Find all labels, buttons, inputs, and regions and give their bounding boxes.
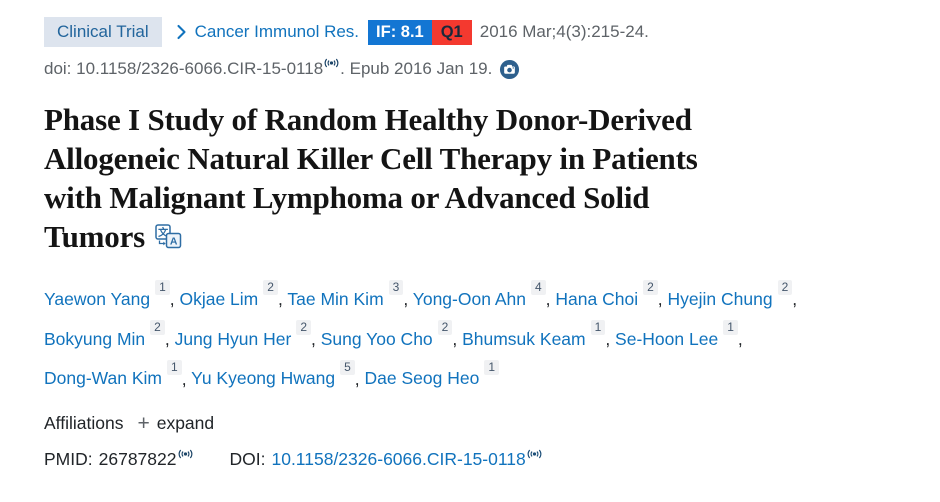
author[interactable]: Sung Yoo Cho2 (320, 319, 453, 349)
article-title: Phase I Study of Random Healthy Donor-De… (44, 100, 896, 256)
author-affiliation-number: 1 (723, 319, 738, 335)
article-page: Clinical Trial Cancer Immunol Res. IF: 8… (44, 17, 896, 470)
author-link[interactable]: Bokyung Min (44, 328, 146, 349)
impact-factor-badge: IF: 8.1 (368, 19, 432, 45)
plus-icon: + (137, 412, 150, 436)
author-affiliation-number: 2 (437, 319, 453, 335)
author-link[interactable]: Jung Hyun Her (174, 328, 292, 349)
journal-link[interactable]: Cancer Immunol Res. (194, 22, 360, 41)
doi-group: DOI: 10.1158/2326-6066.CIR-15-0118 (230, 449, 543, 470)
author-separator: , (657, 288, 668, 309)
author-link[interactable]: Bhumsuk Keam (462, 328, 586, 349)
affiliations-label: Affiliations (44, 413, 124, 434)
author[interactable]: Jung Hyun Her2 (174, 319, 312, 349)
publication-type-badge[interactable]: Clinical Trial (44, 17, 162, 47)
author[interactable]: Hana Choi 2 (555, 280, 658, 309)
author-affiliation-number: 1 (167, 359, 182, 375)
author[interactable]: Bokyung Min2 (44, 319, 165, 349)
author[interactable]: Bhumsuk Keam1 (462, 319, 606, 349)
author-affiliation-number: 2 (777, 280, 793, 295)
pmid-label: PMID: (44, 449, 93, 470)
journal-metrics: IF: 8.1 Q1 (368, 19, 472, 45)
author-separator: , (277, 288, 288, 309)
author-separator: , (737, 328, 743, 349)
author[interactable]: Tae Min Kim 3 (287, 280, 404, 309)
author-affiliation-number: 4 (530, 280, 546, 295)
author-link[interactable]: Dae Seog Heo (364, 368, 480, 389)
author-affiliation-number: 3 (388, 280, 404, 295)
author-affiliation-number: 1 (155, 280, 170, 295)
author-separator: , (403, 288, 413, 309)
identifiers-row: PMID: 26787822 DOI: 10.1158/2326-6066.CIR-… (44, 449, 896, 470)
author[interactable]: Dong-Wan Kim 1 (44, 359, 182, 389)
author-affiliation-number: 2 (643, 280, 658, 295)
epub-text: . Epub 2016 Jan 19. (340, 58, 493, 78)
chevron-right-icon (176, 24, 187, 40)
author[interactable]: Se-Hoon Lee1 (615, 319, 738, 349)
doi-label: doi: (44, 58, 72, 78)
affiliations-row: Affiliations + expand (44, 413, 896, 434)
author-link[interactable]: Yong-Oon Ahn (412, 288, 526, 309)
signal-icon (527, 443, 542, 464)
author-affiliation-number: 2 (263, 280, 278, 295)
author-affiliation-number: 5 (340, 359, 355, 375)
quartile-badge: Q1 (431, 19, 472, 45)
affiliations-expand-button[interactable]: + expand (137, 413, 214, 434)
author-separator: , (181, 368, 192, 389)
doi-value: 10.1158/2326-6066.CIR-15-0118 (76, 58, 324, 78)
author-separator: , (452, 328, 463, 349)
title-line-last: Tumors 文 A (44, 217, 896, 256)
journal-citation: 2016 Mar;4(3):215-24. (479, 22, 649, 41)
author-separator: , (311, 328, 321, 349)
author-link[interactable]: Yaewon Yang (44, 288, 151, 309)
author-affiliation-number: 2 (296, 319, 312, 335)
author-affiliation-number: 2 (150, 319, 165, 335)
author-link[interactable]: Okjae Lim (179, 288, 259, 309)
author[interactable]: Okjae Lim 2 (179, 280, 278, 309)
author-link[interactable]: Sung Yoo Cho (320, 328, 433, 349)
signal-icon (178, 443, 193, 464)
expand-label: expand (156, 413, 215, 434)
title-line: Phase I Study of Random Healthy Donor-De… (44, 102, 692, 137)
author-separator: , (169, 288, 180, 309)
author-link[interactable]: Yu Kyeong Hwang (191, 368, 336, 389)
author[interactable]: Yaewon Yang 1 (44, 280, 170, 309)
author[interactable]: Hyejin Chung 2 (667, 280, 793, 309)
camera-icon[interactable] (499, 59, 520, 80)
doi-row: doi: 10.1158/2326-6066.CIR-15-0118 . Epub… (44, 58, 896, 80)
author-link[interactable]: Dong-Wan Kim (44, 368, 162, 389)
svg-text:A: A (170, 236, 178, 248)
title-line: Allogeneic Natural Killer Cell Therapy i… (44, 141, 698, 176)
author-separator: , (164, 328, 175, 349)
author-separator: , (545, 288, 556, 309)
doi-link[interactable]: 10.1158/2326-6066.CIR-15-0118 (271, 449, 526, 470)
author[interactable]: Dae Seog Heo1 (364, 359, 500, 389)
author-affiliation-number: 1 (590, 319, 606, 335)
author-link[interactable]: Hyejin Chung (667, 288, 773, 309)
signal-icon (324, 53, 339, 73)
author[interactable]: Yong-Oon Ahn 4 (412, 280, 546, 309)
author-link[interactable]: Se-Hoon Lee (615, 328, 719, 349)
author-separator: , (605, 328, 616, 349)
author[interactable]: Yu Kyeong Hwang5 (191, 359, 355, 389)
author-affiliation-number: 1 (484, 359, 500, 375)
title-line: Tumors (44, 219, 146, 254)
author-link[interactable]: Hana Choi (555, 288, 639, 309)
author-link[interactable]: Tae Min Kim (287, 288, 384, 309)
pmid-value: 26787822 (98, 449, 177, 470)
svg-text:文: 文 (158, 226, 169, 239)
doi-bottom-label: DOI: (229, 449, 266, 470)
author-separator: , (792, 288, 798, 309)
author-list: Yaewon Yang1, Okjae Lim2, Tae Min Kim3, … (44, 277, 896, 396)
article-meta-row: Clinical Trial Cancer Immunol Res. IF: 8… (44, 17, 896, 47)
author-separator: , (354, 368, 365, 389)
title-line: with Malignant Lymphoma or Advanced Soli… (44, 180, 650, 215)
pmid-group: PMID: 26787822 (44, 449, 194, 470)
